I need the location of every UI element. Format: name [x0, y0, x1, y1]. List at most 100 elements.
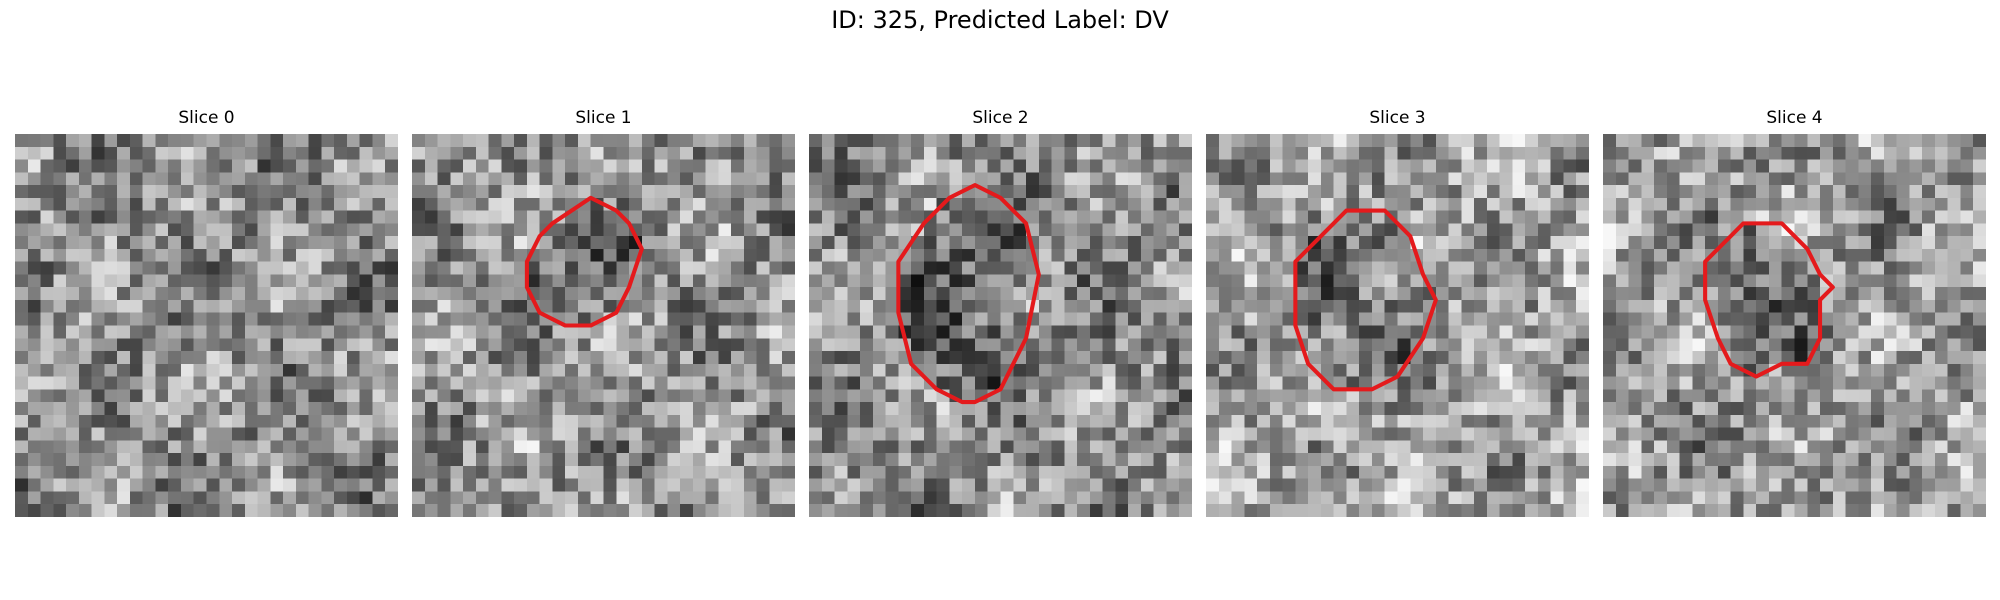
- pixel: [539, 402, 553, 416]
- pixel: [1397, 427, 1411, 441]
- pixel: [412, 197, 426, 211]
- pixel: [1743, 236, 1757, 250]
- slice-image: [412, 134, 795, 517]
- pixel: [1717, 363, 1731, 377]
- pixel: [1384, 504, 1398, 517]
- pixel: [731, 312, 745, 326]
- pixel: [1576, 504, 1589, 517]
- pixel: [1820, 351, 1834, 365]
- pixel: [488, 223, 502, 237]
- pixel: [692, 338, 706, 352]
- pixel: [1717, 299, 1731, 313]
- pixel: [78, 197, 92, 211]
- pixel: [936, 287, 950, 301]
- pixel: [1960, 325, 1974, 339]
- pixel: [552, 185, 566, 199]
- pixel: [1064, 440, 1078, 454]
- pixel: [680, 453, 694, 467]
- pixel: [501, 491, 515, 505]
- pixel: [15, 465, 29, 479]
- pixel: [756, 427, 770, 441]
- pixel: [1807, 376, 1821, 390]
- pixel: [1474, 210, 1488, 224]
- pixel: [1474, 261, 1488, 275]
- pixel: [424, 338, 438, 352]
- pixel: [1077, 389, 1091, 403]
- pixel: [821, 440, 835, 454]
- pixel: [1282, 185, 1296, 199]
- pixel: [1654, 287, 1668, 301]
- pixel: [1922, 172, 1936, 186]
- pixel: [718, 414, 732, 428]
- pixel: [872, 159, 886, 173]
- pixel: [244, 312, 258, 326]
- pixel: [1550, 185, 1564, 199]
- pixel: [1654, 427, 1668, 441]
- pixel: [424, 465, 438, 479]
- pixel: [1026, 453, 1040, 467]
- pixel: [1384, 299, 1398, 313]
- pixel: [1140, 312, 1154, 326]
- pixel: [488, 491, 502, 505]
- pixel: [1909, 287, 1923, 301]
- pixel: [1641, 261, 1655, 275]
- pixel: [1512, 325, 1526, 339]
- pixel: [308, 312, 322, 326]
- pixel: [1448, 248, 1462, 262]
- pixel: [1858, 261, 1872, 275]
- pixel: [885, 223, 899, 237]
- pixel: [359, 159, 373, 173]
- pixel: [949, 159, 963, 173]
- pixel: [1743, 223, 1757, 237]
- pixel: [1576, 146, 1589, 160]
- pixel: [359, 504, 373, 517]
- pixel: [821, 427, 835, 441]
- pixel: [1512, 478, 1526, 492]
- pixel: [654, 325, 668, 339]
- pixel: [1883, 325, 1897, 339]
- pixel: [1244, 261, 1258, 275]
- pixel: [667, 363, 681, 377]
- pixel: [66, 223, 80, 237]
- pixel: [334, 363, 348, 377]
- pixel: [1832, 261, 1846, 275]
- pixel: [270, 274, 284, 288]
- pixel: [987, 363, 1001, 377]
- pixel: [1244, 274, 1258, 288]
- pixel: [590, 338, 604, 352]
- pixel: [1679, 414, 1693, 428]
- pixel: [1512, 389, 1526, 403]
- pixel: [1320, 172, 1334, 186]
- pixel: [1333, 402, 1347, 416]
- pixel: [1922, 134, 1936, 148]
- pixel: [168, 223, 182, 237]
- pixel: [488, 402, 502, 416]
- pixel: [1550, 504, 1564, 517]
- pixel: [616, 159, 630, 173]
- pixel: [1231, 210, 1245, 224]
- pixel: [911, 427, 925, 441]
- pixel: [1512, 248, 1526, 262]
- pixel: [412, 261, 426, 275]
- pixel: [1206, 248, 1220, 262]
- pixel: [1206, 159, 1220, 173]
- pixel: [1000, 504, 1014, 517]
- pixel: [1064, 185, 1078, 199]
- pixel: [1525, 440, 1539, 454]
- pixel: [1896, 389, 1910, 403]
- pixel: [321, 325, 335, 339]
- pixel: [412, 159, 426, 173]
- pixel: [769, 402, 783, 416]
- pixel: [1654, 172, 1668, 186]
- pixel: [1794, 363, 1808, 377]
- pixel: [180, 312, 194, 326]
- pixel: [718, 274, 732, 288]
- pixel: [577, 159, 591, 173]
- pixel: [372, 402, 386, 416]
- pixel: [514, 376, 528, 390]
- pixel: [1641, 465, 1655, 479]
- pixel: [1654, 236, 1668, 250]
- pixel: [40, 363, 54, 377]
- pixel: [206, 197, 220, 211]
- pixel: [1000, 325, 1014, 339]
